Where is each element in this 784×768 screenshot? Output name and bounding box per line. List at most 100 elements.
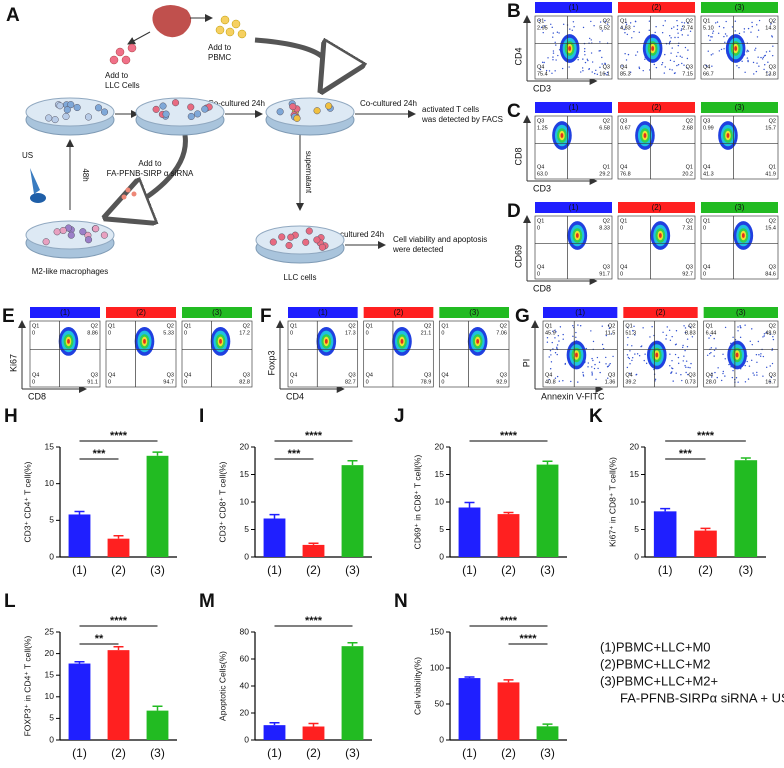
event — [676, 28, 679, 31]
event — [746, 57, 749, 59]
event — [758, 65, 760, 67]
cell — [187, 112, 195, 121]
density — [658, 233, 662, 238]
event — [638, 66, 640, 68]
label: 48h — [81, 168, 90, 181]
legend-entry: (2)PBMC+LLC+M2 — [600, 656, 711, 671]
error-bar — [542, 460, 553, 465]
event — [750, 31, 752, 33]
event — [638, 355, 641, 357]
event — [756, 36, 759, 38]
label: Co-cultured 24h — [208, 99, 265, 108]
event — [627, 326, 629, 329]
quadrant-name: Q3 — [167, 372, 174, 378]
event — [673, 60, 675, 63]
quadrant-value: 0 — [441, 330, 444, 336]
event — [587, 366, 589, 368]
event — [751, 343, 753, 346]
quadrant-name: Q4 — [32, 372, 39, 378]
group-label: (3) — [212, 308, 222, 317]
event — [572, 21, 575, 23]
panel-letter: L — [4, 591, 16, 612]
quadrant-value: 41.3 — [703, 171, 714, 177]
event — [735, 377, 738, 379]
event — [724, 358, 726, 360]
event — [590, 330, 592, 332]
quadrant-name: Q3 — [703, 118, 710, 124]
quadrant-name: Q4 — [625, 372, 632, 378]
x-tick-label: (2) — [698, 563, 713, 577]
label: were detected — [392, 245, 443, 254]
error-bar — [269, 721, 280, 726]
y-axis-label: CD69⁺ in CD8⁺ T cell(%) — [412, 455, 422, 550]
event — [677, 32, 679, 34]
event — [665, 334, 668, 336]
panel-letter: I — [199, 406, 204, 427]
event — [624, 53, 626, 55]
event — [762, 56, 765, 59]
bar — [146, 455, 169, 557]
event — [626, 344, 629, 346]
event — [590, 39, 592, 41]
quadrant-name: Q4 — [620, 264, 627, 270]
x-tick-label: (1) — [72, 563, 87, 577]
event — [540, 26, 543, 29]
event — [582, 58, 584, 60]
quadrant-value: 8.33 — [599, 225, 610, 231]
quadrant-value: 6.58 — [599, 125, 610, 131]
event — [607, 365, 609, 368]
cell — [84, 236, 93, 244]
event — [592, 340, 595, 343]
x-tick-label: (2) — [501, 746, 516, 760]
event — [601, 325, 603, 327]
event — [683, 355, 685, 357]
event — [739, 325, 741, 327]
event — [682, 344, 684, 347]
event — [681, 34, 683, 36]
event — [684, 327, 687, 329]
cell — [313, 236, 321, 244]
y-tick-label: 0 — [244, 551, 249, 561]
quadrant-value: 5.52 — [599, 25, 610, 31]
x-axis-label: CD8 — [28, 391, 46, 401]
quadrant-name: Q4 — [184, 372, 191, 378]
event — [552, 56, 554, 58]
group-header — [618, 102, 695, 113]
quadrant-name: Q3 — [769, 264, 776, 270]
quadrant-name: Q4 — [620, 64, 627, 70]
quadrant-value: 91.7 — [599, 271, 610, 277]
cell — [285, 241, 293, 250]
significance-label: *** — [288, 448, 302, 460]
event — [734, 20, 737, 22]
event — [668, 41, 671, 44]
x-tick-label: (1) — [658, 563, 673, 577]
event — [770, 23, 772, 25]
event — [755, 70, 758, 73]
panel-letter: G — [515, 306, 530, 327]
event — [606, 23, 609, 25]
quadrant-name: Q3 — [424, 372, 431, 378]
error-bar — [660, 507, 671, 512]
group-label: (2) — [394, 308, 404, 317]
event — [734, 30, 736, 32]
quadrant-name: Q3 — [537, 118, 544, 124]
event — [551, 72, 553, 74]
event — [680, 29, 682, 32]
y-tick-label: 5 — [49, 713, 54, 723]
event — [673, 26, 675, 28]
cell — [42, 238, 50, 246]
quadrant-value: 0 — [108, 330, 111, 336]
bar — [497, 682, 520, 740]
event — [625, 21, 627, 24]
event — [661, 32, 664, 34]
event — [561, 67, 564, 70]
tumor — [152, 5, 192, 38]
event — [723, 48, 725, 50]
y-tick-label: 0 — [244, 734, 249, 744]
bar — [653, 511, 677, 557]
quadrant-name: Q3 — [603, 64, 610, 70]
event — [671, 335, 673, 338]
cell — [100, 231, 108, 239]
event — [691, 336, 694, 338]
event — [664, 53, 666, 56]
